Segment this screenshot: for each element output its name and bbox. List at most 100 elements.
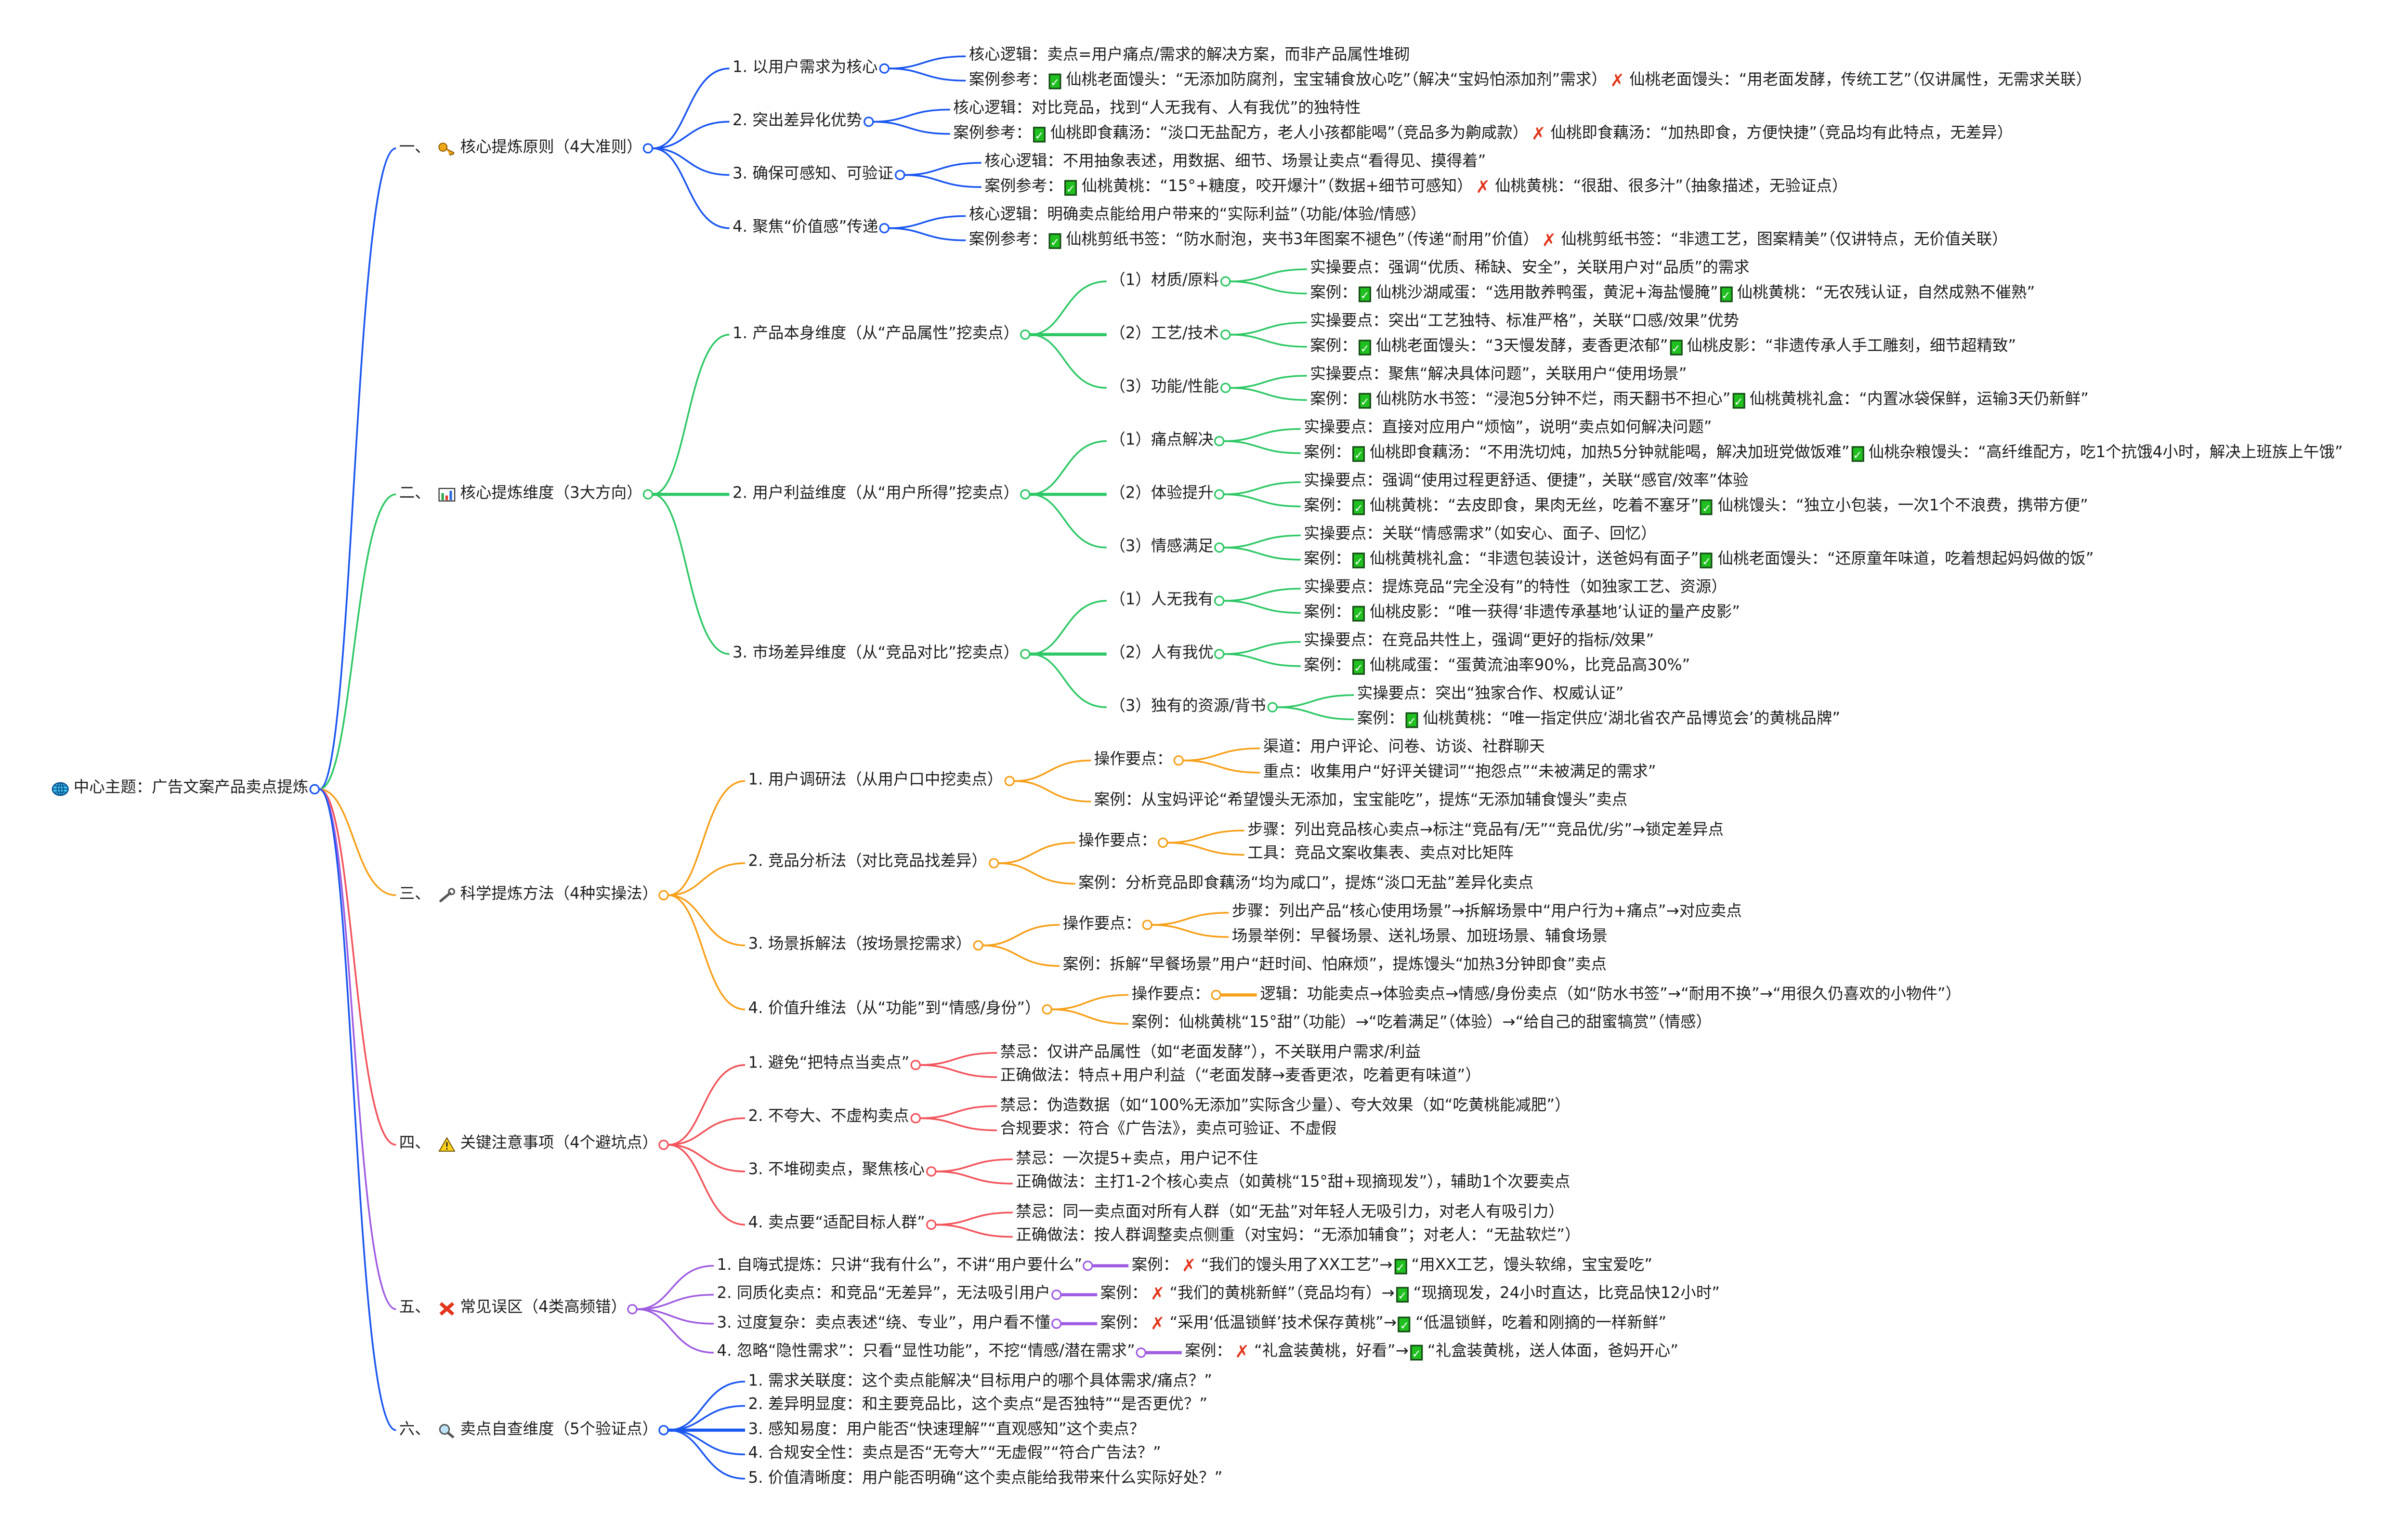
branch-node[interactable]: 4. 卖点要“适配目标人群” (748, 1215, 926, 1233)
leaf-node[interactable]: 案例： ✓ 仙桃黄桃：“唯一指定供应‘湖北省农产品博览会’的黄桃品牌” (1357, 710, 1840, 729)
leaf-node[interactable]: 5. 价值清晰度：用户能否明确“这个卖点能给我带来什么实际好处？” (748, 1469, 1223, 1487)
leaf-node[interactable]: 禁忌：伪造数据（如“100%无添加”实际含少量）、夸大效果（如“吃黄桃能减肥”） (1000, 1096, 1570, 1114)
branch-node[interactable]: 1. 以用户需求为核心 (733, 59, 878, 77)
leaf-node[interactable]: 案例参考： ✓ 仙桃老面馒头：“无添加防腐剂，宝宝辅食放心吃”（解决“宝妈怕添加剂”… (969, 70, 2092, 90)
collapse-toggle[interactable] (658, 1425, 669, 1436)
branch-node[interactable]: 3. 确保可感知、可验证 (733, 165, 893, 183)
leaf-node[interactable]: 案例： ✓ 仙桃防水书签：“浸泡5分钟不烂，雨天翻书不担心” ✓ 仙桃黄桃礼盒：“内置冰… (1310, 391, 2089, 409)
leaf-node[interactable]: 3. 感知易度：用户能否“快速理解”“直观感知”这个卖点？ (748, 1421, 1145, 1438)
branch-node[interactable]: 2. 竞品分析法（对比竞品找差异） (748, 854, 987, 871)
branch-node[interactable]: （1）材质/原料 (1110, 272, 1219, 290)
leaf-node[interactable]: 禁忌：同一卖点面对所有人群（如“无盐”对年轻人无吸引力，对老人有吸引力） (1016, 1203, 1564, 1221)
leaf-node[interactable]: 案例参考： ✓ 仙桃剪纸书签：“防水耐泡，夹书3年图案不褪色”（传递“耐用”价值） ✗… (969, 230, 2008, 250)
leaf-node[interactable]: 案例参考： ✓ 仙桃即食藕汤：“淡口无盐配方，老人小孩都能喝”（竞品多为齁咸款） ✗ 仙… (953, 124, 2013, 143)
collapse-toggle[interactable] (1214, 648, 1225, 659)
leaf-node[interactable]: 案例：仙桃黄桃“15°甜”（功能）→“吃着满足”（体验）→“给自己的甜蜜犒赏”（… (1131, 1014, 1712, 1032)
leaf-node[interactable]: 实操要点：在竞品共性上，强调“更好的指标/效果” (1304, 632, 1654, 650)
section-node[interactable]: 四、 关键注意事项（4个避坑点） (399, 1135, 658, 1154)
leaf-node[interactable]: 实操要点：提炼竞品“完全没有”的特性（如独家工艺、资源） (1304, 579, 1727, 597)
leaf-node[interactable]: 实操要点：突出“独家合作、权威认证” (1357, 685, 1624, 703)
collapse-toggle[interactable] (1214, 489, 1225, 500)
section-node[interactable]: 五、 常见误区（4类高频错） (399, 1300, 627, 1318)
collapse-toggle[interactable] (879, 223, 890, 234)
leaf-node[interactable]: 步骤：列出竞品核心卖点→标注“竞品有/无”“竞品优/劣”→锁定差异点 (1247, 821, 1724, 839)
collapse-toggle[interactable] (1214, 435, 1225, 447)
leaf-node[interactable]: 核心逻辑：不用抽象表述，用数据、细节、场景让卖点“看得见、摸得着” (984, 153, 1486, 171)
collapse-toggle[interactable] (627, 1304, 638, 1315)
collapse-toggle[interactable] (1142, 920, 1152, 930)
branch-node[interactable]: 2. 用户利益维度（从“用户所得”挖卖点） (733, 485, 1020, 502)
branch-node[interactable]: 1. 用户调研法（从用户口中挖卖点） (748, 771, 1003, 789)
branch-node[interactable]: 4. 价值升维法（从“功能”到“情感/身份”） (748, 1000, 1041, 1017)
collapse-toggle[interactable] (642, 489, 654, 500)
leaf-node[interactable]: 案例： ✗ “礼盒装黄桃，好看”→ ✓ “礼盒装黄桃，送人体面，爸妈开心” (1185, 1343, 1678, 1362)
leaf-node[interactable]: 案例： ✗ “我们的馒头用了XX工艺”→ ✓ “用XX工艺，馒头软绵，宝宝爱吃” (1132, 1256, 1652, 1275)
leaf-node[interactable]: 案例：分析竞品即食藕汤“均为咸口”，提炼“淡口无盐”差异化卖点 (1078, 874, 1534, 892)
leaf-node[interactable]: 实操要点：直接对应用户“烦恼”，说明“卖点如何解决问题” (1304, 420, 1712, 437)
branch-node[interactable]: 2. 同质化卖点：和竞品“无差异”，无法吸引用户 (717, 1285, 1051, 1303)
collapse-toggle[interactable] (658, 890, 669, 901)
leaf-node[interactable]: 实操要点：强调“优质、稀缺、安全”，关联用户对“品质”的需求 (1310, 260, 1750, 277)
leaf-node[interactable]: 正确做法：特点+用户利益（“老面发酵→麦香更浓，吃着更有味道”） (1000, 1067, 1481, 1085)
collapse-toggle[interactable] (1020, 329, 1031, 340)
leaf-node[interactable]: 案例： ✓ 仙桃咸蛋：“蛋黄流油率90%，比竞品高30%” (1304, 657, 1690, 675)
collapse-toggle[interactable] (910, 1113, 921, 1124)
leaf-node[interactable]: 实操要点：关联“情感需求”（如安心、面子、回忆） (1304, 526, 1657, 543)
branch-node[interactable]: 操作要点： (1078, 833, 1157, 851)
collapse-toggle[interactable] (989, 858, 999, 869)
collapse-toggle[interactable] (309, 784, 320, 795)
collapse-toggle[interactable] (864, 116, 874, 127)
leaf-node[interactable]: 核心逻辑：对比竞品，找到“人无我有、人有我优”的独特性 (953, 100, 1361, 118)
collapse-toggle[interactable] (1083, 1260, 1093, 1271)
leaf-node[interactable]: 2. 差异明显度：和主要竞品比，这个卖点“是否独特”“是否更优？” (748, 1396, 1208, 1414)
branch-node[interactable]: （3）功能/性能 (1110, 378, 1219, 396)
leaf-node[interactable]: 步骤：列出产品“核心使用场景”→拆解场景中“用户行为+痛点”→对应卖点 (1231, 903, 1742, 921)
collapse-toggle[interactable] (879, 63, 890, 74)
branch-node[interactable]: 3. 过度复杂：卖点表述“绕、专业”，用户看不懂 (717, 1314, 1051, 1332)
collapse-toggle[interactable] (926, 1219, 937, 1230)
branch-node[interactable]: 2. 突出差异化优势 (733, 112, 862, 130)
section-node[interactable]: 三、 科学提炼方法（4种实操法） (399, 886, 658, 905)
branch-node[interactable]: 4. 聚焦“价值感”传递 (733, 219, 878, 236)
leaf-node[interactable]: 案例：拆解“早餐场景”用户“赶时间、怕麻烦”，提炼馒头“加热3分钟即食”卖点 (1062, 956, 1607, 974)
leaf-node[interactable]: 实操要点：聚焦“解决具体问题”，关联用户“使用场景” (1310, 366, 1687, 384)
leaf-node[interactable]: 正确做法：主打1-2个核心卖点（如黄桃“15°甜+现摘现发”），辅助1个次要卖点 (1016, 1174, 1570, 1192)
section-node[interactable]: 一、 核心提炼原则（4大准则） (399, 139, 642, 158)
branch-node[interactable]: （1）人无我有 (1110, 591, 1214, 609)
collapse-toggle[interactable] (1214, 542, 1225, 553)
collapse-toggle[interactable] (910, 1060, 921, 1070)
branch-node[interactable]: 操作要点： (1094, 751, 1173, 768)
leaf-node[interactable]: 案例参考： ✓ 仙桃黄桃：“15°+糖度，咬开爆汁”（数据+细节可感知） ✗ 仙桃黄桃：… (984, 177, 1847, 197)
collapse-toggle[interactable] (926, 1166, 937, 1177)
leaf-node[interactable]: 核心逻辑：卖点=用户痛点/需求的解决方案，而非产品属性堆砌 (968, 47, 1410, 65)
section-node[interactable]: 六、 卖点自查维度（5个验证点） (399, 1421, 658, 1439)
branch-node[interactable]: 3. 市场差异维度（从“竞品对比”挖卖点） (733, 645, 1020, 662)
leaf-node[interactable]: 案例： ✓ 仙桃黄桃礼盒：“非遗包装设计，送爸妈有面子” ✓ 仙桃老面馒头：“还原童年味… (1304, 550, 2094, 569)
collapse-toggle[interactable] (1267, 702, 1278, 712)
branch-node[interactable]: （2）体验提升 (1110, 485, 1214, 502)
branch-node[interactable]: 1. 产品本身维度（从“产品属性”挖卖点） (733, 325, 1020, 342)
leaf-node[interactable]: 1. 需求关联度：这个卖点能解决“目标用户的哪个具体需求/痛点？” (748, 1372, 1212, 1390)
collapse-toggle[interactable] (1020, 648, 1031, 659)
branch-node[interactable]: 3. 不堆砌卖点，聚焦核心 (748, 1162, 925, 1180)
leaf-node[interactable]: 4. 合规安全性：卖点是否“无夸大”“无虚假”“符合广告法？” (748, 1445, 1161, 1462)
branch-node[interactable]: （3）情感满足 (1110, 538, 1214, 555)
branch-node[interactable]: （3）独有的资源/背书 (1110, 698, 1266, 715)
section-node[interactable]: 二、 核心提炼维度（3大方向） (399, 485, 642, 504)
branch-node[interactable]: 操作要点： (1131, 985, 1210, 1003)
branch-node[interactable]: 4. 忽略“隐性需求”：只看“显性功能”，不挖“情感/潜在需求” (717, 1343, 1135, 1361)
collapse-toggle[interactable] (1158, 837, 1168, 848)
branch-node[interactable]: （1）痛点解决 (1110, 432, 1214, 449)
collapse-toggle[interactable] (1220, 329, 1231, 340)
collapse-toggle[interactable] (1004, 776, 1015, 787)
leaf-node[interactable]: 重点：收集用户“好评关键词”“抱怨点”“未被满足的需求” (1263, 763, 1656, 781)
leaf-node[interactable]: 案例：从宝妈评论“希望馒头无添加，宝宝能吃”，提炼“无添加辅食馒头”卖点 (1094, 792, 1628, 810)
leaf-node[interactable]: 禁忌：仅讲产品属性（如“老面发酵”），不关联用户需求/利益 (1000, 1043, 1421, 1061)
leaf-node[interactable]: 场景举例：早餐场景、送礼场景、加班场景、辅食场景 (1231, 927, 1608, 945)
leaf-node[interactable]: 核心逻辑：明确卖点能给用户带来的“实际利益”（功能/体验/情感） (968, 207, 1426, 224)
leaf-node[interactable]: 逻辑：功能卖点→体验卖点→情感/身份卖点（如“防水书签”→“耐用不换”→“用很久… (1260, 985, 1962, 1003)
collapse-toggle[interactable] (1051, 1290, 1062, 1300)
branch-node[interactable]: （2）工艺/技术 (1110, 325, 1219, 342)
collapse-toggle[interactable] (1211, 989, 1221, 1001)
collapse-toggle[interactable] (1136, 1347, 1146, 1358)
